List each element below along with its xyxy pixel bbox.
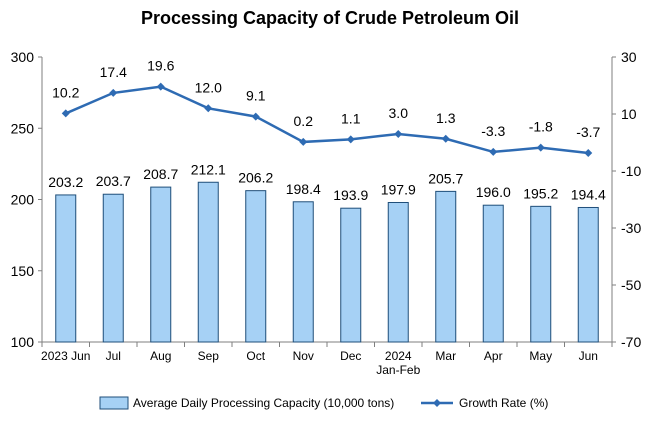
line-value-label: 1.1 [341,110,361,126]
line-marker [346,135,355,144]
legend-label-line: Growth Rate (%) [459,396,548,410]
bar-value-label: 194.4 [571,186,606,202]
line-value-label: 10.2 [52,84,79,100]
x-tick-label: Aug [150,349,171,363]
x-tick-label: Jul [106,349,121,363]
y-left-tick-label: 150 [11,263,35,279]
chart-title: Processing Capacity of Crude Petroleum O… [140,8,520,28]
y-left-tick-label: 100 [11,334,35,350]
bar-value-label: 196.0 [476,184,511,200]
line-value-label: 17.4 [100,64,127,80]
x-tick-label: 2023 Jun [41,349,90,363]
bar-value-label: 198.4 [286,181,321,197]
line-value-label: 0.2 [294,113,314,129]
bar [245,190,267,343]
bar [292,201,314,343]
line-value-label: 9.1 [246,88,266,104]
x-tick-label: 2024 [385,349,412,363]
line-value-label: 1.3 [436,110,456,126]
x-tick-label: Nov [293,349,314,363]
bar [387,201,409,343]
chart-axes: 100 150 200 250 300 -70 -50 -30 -10 10 30 2023 Jun J… [11,49,642,377]
bar-value-label: 193.9 [333,187,368,203]
y-right-tick-label: -70 [621,334,641,350]
line-value-label: 12.0 [195,79,222,95]
bar-value-label: 203.2 [48,174,83,190]
line-marker [441,134,450,143]
y-right-tick-label: 30 [621,49,637,65]
bar [55,194,77,343]
line-value-label: -3.3 [481,123,505,139]
legend-marker-line [433,399,441,407]
bar [340,207,362,343]
y-right-tick-label: -50 [621,277,641,293]
legend-swatch-bars [99,396,129,410]
bar-value-label: 208.7 [143,166,178,182]
y-left-tick-label: 250 [11,120,35,136]
legend-label-bars: Average Daily Processing Capacity (10,00… [133,396,394,410]
bar [102,193,124,343]
bar-value-label: 195.2 [523,185,558,201]
line-marker [251,112,260,121]
x-tick-label: May [529,349,552,363]
line-marker [299,137,308,146]
line-marker [156,82,165,91]
bar-value-label: 205.7 [428,170,463,186]
bar [482,204,504,343]
line-value-label: 3.0 [389,105,409,121]
bar [577,206,599,343]
bar [530,205,552,343]
growth-line [65,85,589,155]
line-value-label: 19.6 [147,58,174,74]
line-value-label: -1.8 [529,119,553,135]
bar [435,190,457,343]
x-tick-label: Dec [340,349,361,363]
x-tick-label: Sep [198,349,220,363]
x-tick-label: Jun [579,349,598,363]
x-tick-label: Jan-Feb [376,363,420,377]
y-right-tick-label: 10 [621,106,637,122]
line-marker [61,109,70,118]
line-marker [204,104,213,113]
line-value-label: -3.7 [576,124,600,140]
line-marker [536,143,545,152]
line-marker [489,147,498,156]
x-tick-label: Mar [435,349,456,363]
bar-value-label: 212.1 [191,161,226,177]
line-marker [584,149,593,158]
y-right-tick-label: -30 [621,220,641,236]
x-tick-label: Apr [484,349,503,363]
y-right-tick-label: -10 [621,163,641,179]
line-marker [109,88,118,97]
bar [150,186,172,343]
bar-series [55,181,599,343]
bar-value-label: 206.2 [238,170,273,186]
y-left-tick-label: 200 [11,192,35,208]
bar-value-label: 203.7 [96,173,131,189]
bar-value-label: 197.9 [381,181,416,197]
line-series [61,82,593,158]
bar [197,181,219,343]
y-left-tick-label: 300 [11,49,35,65]
data-labels: 203.2 203.7 208.7 212.1 206.2 198.4 193.9 197.9… [48,58,606,204]
x-tick-label: Oct [246,349,265,363]
legend: Average Daily Processing Capacity (10,00… [99,396,548,410]
line-marker [394,129,403,138]
